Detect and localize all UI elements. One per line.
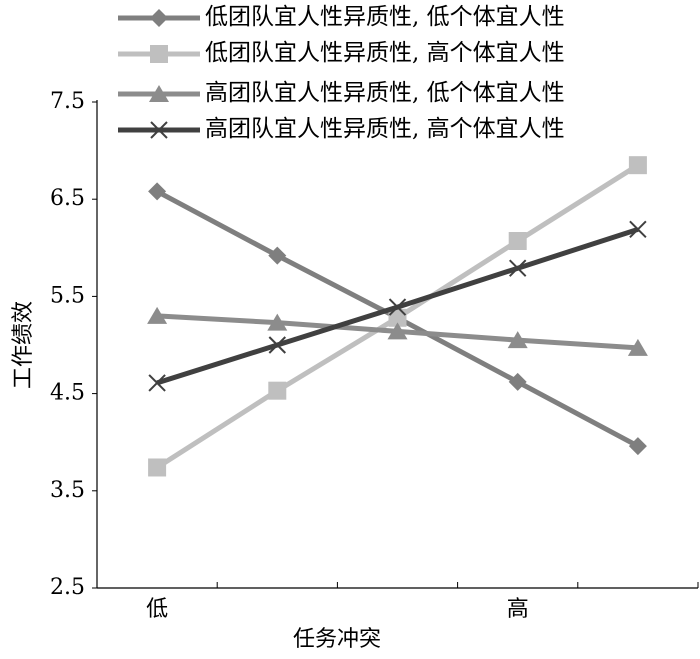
- marker: [268, 246, 287, 265]
- marker: [628, 437, 647, 456]
- marker: [508, 372, 527, 391]
- series: [148, 220, 647, 392]
- x-tick-label: 低: [146, 597, 168, 622]
- marker: [627, 338, 648, 356]
- legend-marker: [149, 85, 169, 102]
- marker: [628, 156, 647, 175]
- marker: [148, 374, 166, 392]
- x-tick-label: 高: [507, 597, 529, 622]
- marker: [507, 331, 528, 349]
- x-axis-label: 任务冲突: [293, 627, 381, 652]
- legend-label: 高团队宜人性异质性, 低个体宜人性: [205, 80, 565, 106]
- y-tick-label: 5.5: [50, 283, 85, 308]
- marker: [267, 313, 288, 331]
- legend-label: 低团队宜人性异质性, 高个体宜人性: [205, 40, 565, 66]
- marker: [148, 458, 167, 477]
- y-tick-label: 2.5: [50, 575, 85, 600]
- y-tick-label: 6.5: [50, 186, 85, 211]
- marker: [508, 231, 527, 250]
- marker: [147, 306, 168, 324]
- marker: [508, 259, 527, 277]
- legend-label: 高团队宜人性异质性, 高个体宜人性: [205, 116, 565, 142]
- series: [147, 306, 648, 356]
- y-tick-label: 4.5: [50, 381, 85, 406]
- y-tick-label: 3.5: [50, 478, 85, 503]
- marker: [387, 322, 408, 340]
- marker: [388, 298, 407, 316]
- legend-marker: [150, 9, 168, 27]
- marker: [629, 220, 647, 239]
- series: [148, 156, 647, 477]
- legend-marker: [150, 121, 168, 139]
- legend-label: 低团队宜人性异质性, 低个体宜人性: [205, 4, 565, 30]
- marker: [148, 182, 167, 201]
- y-tick-label: 7.5: [50, 89, 85, 114]
- marker: [268, 336, 287, 354]
- marker: [268, 381, 287, 400]
- y-axis-label: 工作绩效: [11, 301, 36, 389]
- legend-marker: [150, 45, 168, 63]
- marker: [388, 308, 407, 327]
